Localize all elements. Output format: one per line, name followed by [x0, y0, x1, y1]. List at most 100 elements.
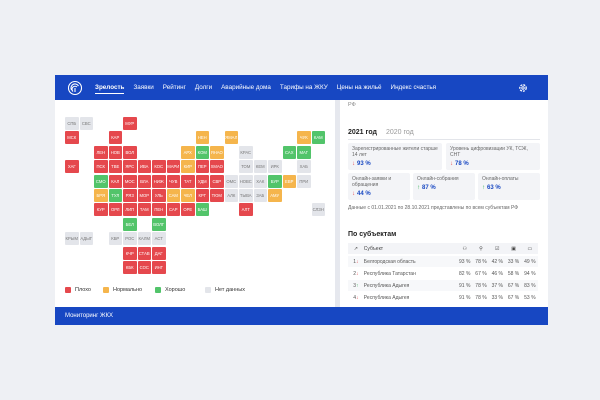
region-tile[interactable]: КРАС: [239, 145, 253, 159]
region-tile[interactable]: ТВЕ: [108, 160, 122, 174]
region-tile[interactable]: ЧУК: [297, 131, 311, 145]
region-tile[interactable]: СЛЗН: [311, 203, 325, 217]
region-tile[interactable]: ТОМ: [239, 160, 253, 174]
region-tile[interactable]: ЯРС: [123, 160, 137, 174]
region-tile[interactable]: САР: [166, 203, 180, 217]
region-tile[interactable]: СОС: [137, 261, 151, 274]
region-tile[interactable]: ЛИП: [123, 203, 137, 217]
region-tile[interactable]: НОВС: [239, 174, 253, 188]
region-tile[interactable]: ТУЛ: [108, 189, 122, 202]
table-row[interactable]: 3↑ Республика Адыгея 91 % 78 % 37 % 67 % 83 %: [348, 280, 538, 292]
region-tile[interactable]: ОМС: [224, 174, 238, 188]
region-tile[interactable]: НИЖ: [152, 174, 166, 188]
region-tile[interactable]: КАЛ: [108, 174, 122, 188]
region-tile[interactable]: МОС: [123, 174, 137, 188]
region-tile[interactable]: НОВ: [108, 145, 122, 159]
settings-icon[interactable]: [518, 83, 528, 93]
region-tile[interactable]: МОР: [137, 189, 151, 202]
region-tile[interactable]: НЕН: [195, 131, 209, 145]
region-tile[interactable]: ТЮМ: [210, 189, 224, 202]
region-tile[interactable]: КРЫМ: [65, 232, 79, 246]
region-tile[interactable]: ЧУВ: [166, 174, 180, 188]
region-tile[interactable]: САМ: [166, 189, 180, 202]
region-tile[interactable]: ЛЕН: [94, 145, 108, 159]
region-tile[interactable]: АЛК: [224, 189, 238, 202]
region-tile[interactable]: МАРИ: [166, 160, 180, 174]
region-tile[interactable]: СМО: [94, 174, 108, 188]
region-tile[interactable]: БЕЛ: [123, 217, 137, 231]
region-tile[interactable]: КАМ: [311, 131, 325, 145]
region-tile[interactable]: ПЕН: [152, 203, 166, 217]
region-tile[interactable]: МАГ: [297, 145, 311, 159]
region-tile[interactable]: ЯМАЛ: [224, 131, 238, 145]
region-tile[interactable]: ИРК: [268, 160, 282, 174]
nav-item[interactable]: Зрелость: [95, 82, 125, 94]
region-tile[interactable]: СВР: [210, 174, 224, 188]
region-tile[interactable]: ВОЛГ: [152, 217, 166, 231]
region-tile[interactable]: ОРЛ: [108, 203, 122, 217]
region-tile[interactable]: КАР: [108, 131, 122, 145]
nav-item[interactable]: Долги: [194, 83, 213, 91]
nav-item[interactable]: Индекс счастья: [390, 83, 437, 91]
region-tile[interactable]: КЕМ: [253, 160, 267, 174]
region-tile[interactable]: КОМ: [195, 145, 209, 159]
region-tile[interactable]: АРХ: [181, 145, 195, 159]
region-tile[interactable]: ТАТ: [181, 174, 195, 188]
table-row[interactable]: 4↓ Республика Адыгея 91 % 78 % 33 % 67 % 53 %: [348, 292, 538, 304]
region-tile[interactable]: ИВА: [137, 160, 151, 174]
region-tile[interactable]: САХ: [282, 145, 296, 159]
nav-item[interactable]: Заявки: [133, 83, 154, 91]
region-tile[interactable]: АСТ: [152, 232, 166, 246]
region-tile[interactable]: ХАБ: [297, 160, 311, 174]
region-tile[interactable]: ТАМ: [137, 203, 151, 217]
region-tile[interactable]: СВС: [79, 117, 93, 130]
nav-item[interactable]: Цены на жильё: [336, 83, 382, 91]
region-tile[interactable]: СТАВ: [137, 246, 151, 260]
region-tile[interactable]: ЗАБ: [253, 189, 267, 202]
region-tile[interactable]: АДЫГ: [79, 232, 93, 246]
region-tile[interactable]: АЛТ: [239, 203, 253, 217]
region-tile[interactable]: БРЯ: [94, 189, 108, 202]
region-tile[interactable]: ХАГ: [65, 160, 79, 174]
region-tile[interactable]: КБК: [123, 261, 137, 274]
nav-item[interactable]: Тарифы на ЖКУ: [279, 83, 328, 91]
region-tile[interactable]: ЕВР: [282, 174, 296, 188]
year-tab[interactable]: 2021 год: [348, 129, 377, 136]
region-tile[interactable]: УДМ: [195, 174, 209, 188]
region-tile[interactable]: ТЫВА: [239, 189, 253, 202]
region-tile[interactable]: УЛЬ: [152, 189, 166, 202]
region-tile[interactable]: ПЕР: [195, 160, 209, 174]
table-row[interactable]: 1↓ Белгородская область 93 % 78 % 42 % 33 % 49…: [348, 256, 538, 268]
region-tile[interactable]: РЯЗ: [123, 189, 137, 202]
region-tile[interactable]: БАШ: [195, 203, 209, 217]
region-tile[interactable]: МУР: [123, 117, 137, 130]
region-tile[interactable]: ПРИ: [297, 174, 311, 188]
region-tile[interactable]: ОРЕ: [181, 203, 195, 217]
region-tile[interactable]: ХАК: [253, 174, 267, 188]
region-tile[interactable]: ЧЕЛ: [181, 189, 195, 202]
region-tile[interactable]: ВОЛ: [123, 145, 137, 159]
region-tile[interactable]: ВЛА: [137, 174, 151, 188]
region-tile[interactable]: КЧР: [123, 246, 137, 260]
region-tile[interactable]: СПБ: [65, 117, 79, 130]
region-tile[interactable]: ЯНАО: [210, 145, 224, 159]
year-tab[interactable]: 2020 год: [386, 129, 414, 136]
nav-item[interactable]: Рейтинг: [162, 83, 186, 91]
region-tile[interactable]: МСК: [65, 131, 79, 145]
region-tile[interactable]: БУР: [268, 174, 282, 188]
region-tile[interactable]: КБР: [108, 232, 122, 246]
table-row[interactable]: 2↓ Республика Татарстан 82 % 67 % 46 % 58 % 94…: [348, 268, 538, 280]
region-tile[interactable]: ИНГ: [152, 261, 166, 274]
region-tile[interactable]: АМУ: [268, 189, 282, 202]
region-tile[interactable]: ХМАО: [210, 160, 224, 174]
sort-icon[interactable]: ↗: [353, 245, 358, 252]
region-tile[interactable]: КУР: [94, 203, 108, 217]
nav-item[interactable]: Аварийные дома: [221, 83, 271, 91]
region-tile[interactable]: ПСК: [94, 160, 108, 174]
region-tile[interactable]: РОС: [123, 232, 137, 246]
region-tile[interactable]: КАЛМ: [137, 232, 151, 246]
region-tile[interactable]: КРГ: [195, 189, 209, 202]
region-tile[interactable]: ДАГ: [152, 246, 166, 260]
region-tile[interactable]: КОС: [152, 160, 166, 174]
logo[interactable]: [67, 80, 83, 96]
